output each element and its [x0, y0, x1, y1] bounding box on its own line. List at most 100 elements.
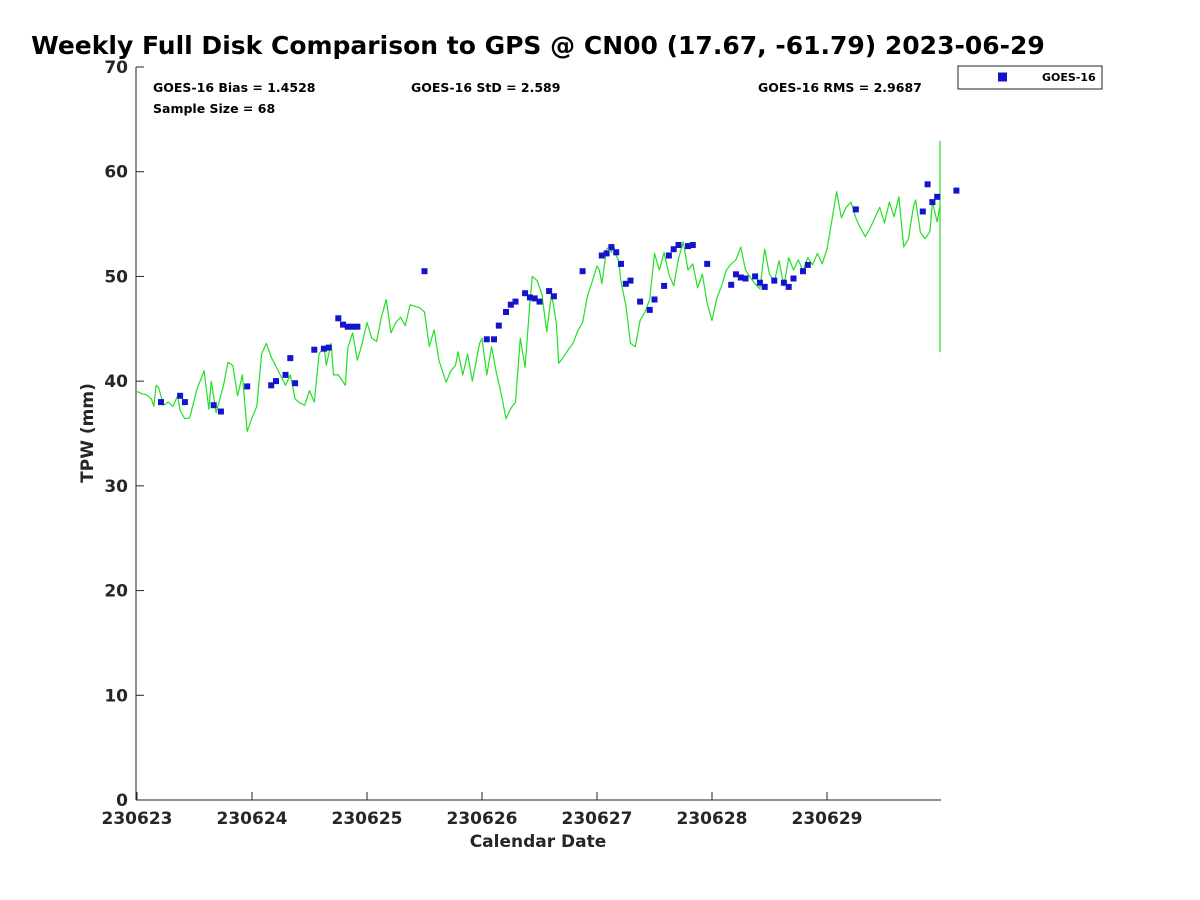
goes16-point: [507, 301, 514, 308]
y-tick-label: 40: [104, 372, 128, 392]
goes16-point: [210, 402, 217, 409]
series-layer: [136, 140, 960, 432]
goes16-point: [512, 298, 519, 305]
goes16-point: [752, 273, 759, 280]
goes16-point: [618, 260, 624, 267]
goes16-point: [675, 242, 682, 248]
goes16-point: [320, 345, 327, 352]
goes16-point: [919, 208, 926, 215]
goes16-point: [646, 306, 653, 313]
goes16-point: [785, 283, 792, 290]
goes16-point: [800, 268, 806, 275]
goes16-point: [665, 252, 672, 259]
goes16-point: [354, 323, 361, 330]
goes16-point: [661, 282, 668, 289]
goes16-point: [780, 279, 787, 286]
plot-background: [136, 67, 941, 800]
y-tick-label: 20: [104, 582, 128, 602]
goes16-point: [158, 399, 164, 406]
y-axis-label: TPW (mm): [78, 383, 98, 483]
goes16-point: [292, 380, 299, 387]
legend: GOES-16: [957, 65, 1103, 90]
goes16-point: [790, 275, 797, 282]
goes16-point: [344, 323, 351, 330]
y-ticks: 0 10 20 30 40 50 60 70: [104, 58, 144, 811]
y-tick-label: 30: [104, 477, 128, 497]
goes16-point: [491, 336, 497, 343]
y-tick-label: 70: [104, 58, 128, 78]
goes16-point: [349, 323, 356, 330]
goes16-point: [273, 378, 279, 385]
goes16-point: [483, 336, 490, 343]
legend-label-goes16: GOES-16: [1042, 71, 1096, 84]
x-axis-label: Calendar Date: [470, 832, 607, 852]
goes16-point: [689, 242, 696, 248]
goes16-point: [771, 277, 778, 284]
goes16-point: [550, 293, 557, 300]
goes16-point: [742, 275, 749, 282]
stat-sample-size: Sample Size = 68: [153, 101, 275, 116]
plot-area: 0 10 20 30 40 50 60 70 230623 230624 230625 230626…: [102, 58, 960, 829]
goes16-point: [704, 260, 711, 267]
y-tick-label: 0: [116, 791, 128, 811]
chart-title: Weekly Full Disk Comparison to GPS @ CN0…: [31, 31, 1045, 60]
goes16-point: [311, 346, 318, 353]
stat-rms: GOES-16 RMS = 2.9687: [758, 80, 922, 95]
goes16-point: [495, 322, 502, 329]
legend-box: [957, 65, 1103, 90]
goes16-point: [733, 271, 739, 278]
legend-marker-goes16: [998, 72, 1007, 82]
goes16-point: [651, 296, 658, 303]
goes16-point: [217, 408, 224, 415]
y-tick-label: 10: [104, 686, 128, 706]
goes16-point: [929, 199, 936, 206]
goes16-point: [340, 321, 346, 328]
goes16-point: [622, 280, 629, 287]
goes16-point: [503, 309, 509, 315]
x-tick-label: 230627: [562, 809, 633, 829]
x-tick-label: 230626: [447, 809, 518, 829]
goes16-point: [953, 187, 960, 194]
goes16-point: [526, 294, 533, 301]
x-ticks: 230623 230624 230625 230626 230627 230628 2306…: [102, 792, 863, 829]
goes16-point: [804, 261, 811, 268]
y-tick-label: 50: [104, 267, 128, 287]
goes16-point: [852, 206, 859, 213]
goes16-point: [924, 181, 931, 188]
goes16-point: [670, 246, 677, 253]
goes16-point: [685, 243, 691, 250]
x-tick-label: 230623: [102, 809, 173, 829]
x-tick-label: 230625: [332, 809, 403, 829]
goes16-point: [282, 371, 289, 378]
goes16-point: [325, 344, 332, 351]
x-tick-label: 230629: [792, 809, 863, 829]
gps-tpw-line: [136, 140, 941, 432]
goes16-point: [536, 298, 543, 305]
goes16-point: [728, 281, 735, 288]
goes16-point: [531, 295, 538, 302]
goes16-point: [627, 277, 634, 284]
goes16-point: [546, 288, 553, 295]
goes16-point: [637, 298, 644, 305]
y-tick-label: 60: [104, 163, 128, 183]
x-tick-label: 230628: [677, 809, 748, 829]
goes16-point: [287, 355, 294, 362]
goes16-point: [181, 399, 188, 406]
goes16-point: [244, 383, 251, 390]
goes16-point: [598, 252, 605, 259]
goes16-point: [603, 250, 610, 257]
goes16-point: [756, 279, 763, 286]
goes16-point: [761, 283, 768, 290]
goes16-point: [608, 244, 615, 251]
goes16-point: [335, 315, 342, 322]
goes16-point: [421, 268, 428, 275]
goes16-point: [579, 268, 586, 275]
goes16-point: [613, 249, 620, 256]
goes16-point: [177, 392, 184, 399]
x-tick-label: 230624: [217, 809, 288, 829]
stat-std: GOES-16 StD = 2.589: [411, 80, 560, 95]
stat-bias: GOES-16 Bias = 1.4528: [153, 80, 315, 95]
goes16-point: [522, 290, 529, 297]
goes16-point: [268, 382, 275, 389]
